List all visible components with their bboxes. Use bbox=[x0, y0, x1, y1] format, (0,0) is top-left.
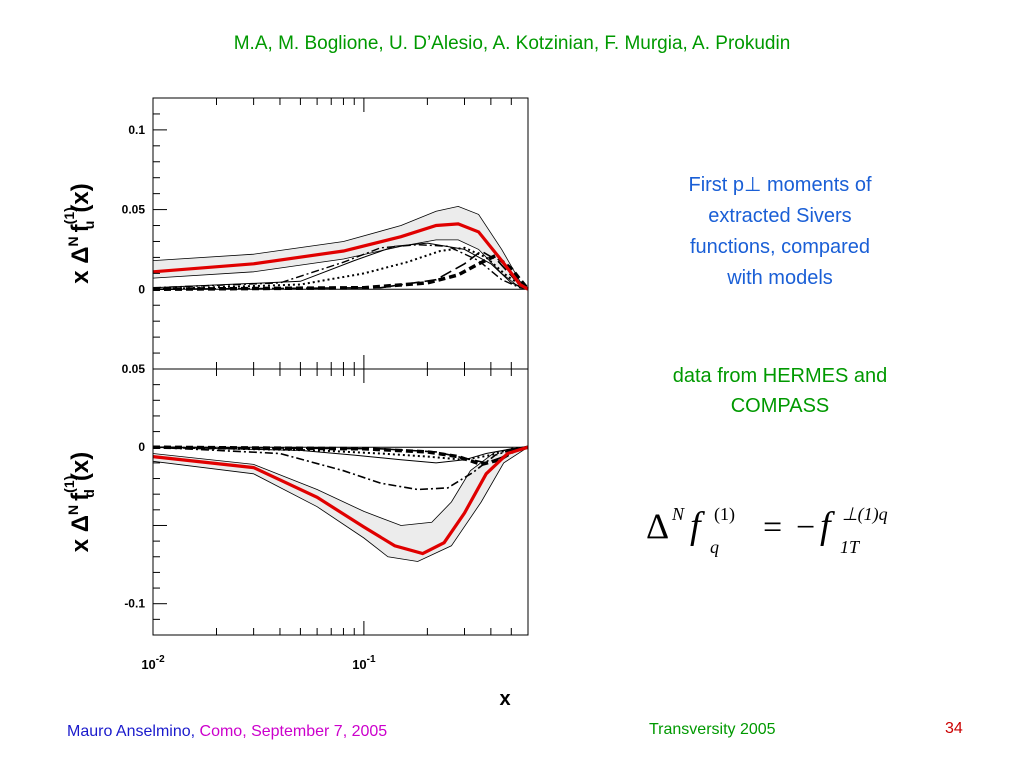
x-axis-label: x bbox=[499, 688, 510, 710]
page-number: 34 bbox=[945, 720, 963, 737]
footer-place: Como, September 7, 2005 bbox=[199, 723, 388, 740]
y-label-part: x Δ bbox=[67, 246, 94, 283]
fit-curve bbox=[152, 222, 529, 291]
caption-data-source: data from HERMES and COMPASS bbox=[635, 361, 925, 421]
y-label-part: f bbox=[67, 223, 94, 232]
model-curve-solid bbox=[152, 242, 529, 290]
panel-top: 0.1 0.05 0 x ΔNf(1) u (x) bbox=[61, 97, 530, 370]
plot-frame bbox=[152, 368, 529, 636]
caption-line: extracted Sivers bbox=[708, 205, 852, 227]
y-label-part: (x) bbox=[67, 183, 94, 212]
model-curve-dotted bbox=[152, 446, 529, 461]
uncertainty-band bbox=[153, 206, 528, 290]
y-label-part: (x) bbox=[67, 452, 94, 481]
uncertainty-band bbox=[153, 447, 528, 562]
formula-delta: Δ bbox=[646, 506, 669, 546]
caption-line: First p⊥ moments of bbox=[688, 174, 872, 196]
band-lower-edge bbox=[152, 239, 529, 290]
sivers-formula: Δ N f (1) q = − f ⊥(1)q 1T bbox=[646, 504, 888, 557]
y-label-part: u bbox=[81, 221, 97, 230]
caption-line: data from HERMES and bbox=[672, 365, 888, 387]
formula-rhs-sub: 1T bbox=[840, 537, 861, 557]
fit-curve bbox=[152, 445, 529, 556]
formula-rhs-sup: ⊥(1)q bbox=[842, 504, 888, 525]
caption-moments: First p⊥ moments of extracted Sivers fun… bbox=[640, 170, 920, 294]
y-axis-label: x ΔNf(1) d (x) bbox=[61, 452, 97, 552]
x-tick-label: 10-1 bbox=[352, 654, 376, 672]
formula-sup: (1) bbox=[714, 504, 735, 525]
y-label-part: d bbox=[81, 489, 97, 498]
y-tick-label: 0 bbox=[138, 282, 145, 296]
slide-authors: M.A, M. Boglione, U. D’Alesio, A. Kotzin… bbox=[233, 33, 791, 54]
model-curve-dashed bbox=[152, 253, 530, 292]
y-label-part: (1) bbox=[61, 207, 77, 224]
caption-line: with models bbox=[727, 267, 833, 289]
model-curve-dashdot bbox=[152, 446, 529, 491]
formula-minus: − bbox=[796, 509, 815, 546]
panel-bottom: 0.05 0 -0.1 x ΔNf(1) d (x) 10-2 10-1 x bbox=[61, 362, 529, 710]
model-curve-dashdot bbox=[152, 243, 529, 290]
y-tick-label: -0.1 bbox=[124, 597, 145, 611]
caption-line: functions, compared bbox=[689, 236, 871, 258]
formula-f-rhs: f bbox=[820, 505, 835, 547]
caption-line: COMPASS bbox=[730, 395, 830, 417]
formula-q: q bbox=[710, 537, 719, 557]
model-curve-dotted bbox=[152, 246, 529, 291]
y-label-part: (1) bbox=[61, 476, 77, 493]
y-tick-label: 0.1 bbox=[128, 123, 145, 137]
footer-presenter: Mauro Anselmino, Como, September 7, 2005 bbox=[67, 723, 387, 741]
band-upper-edge bbox=[152, 446, 529, 526]
y-label-part: N bbox=[65, 236, 81, 246]
formula-n: N bbox=[671, 504, 685, 524]
formula-equals: = bbox=[763, 509, 782, 546]
y-label-part: f bbox=[67, 492, 94, 501]
footer-conference: Transversity 2005 bbox=[649, 721, 776, 738]
footer-name: Mauro Anselmino, bbox=[67, 723, 196, 740]
y-label-part: N bbox=[65, 505, 81, 515]
y-tick-label: 0 bbox=[138, 440, 145, 454]
y-label-part: x Δ bbox=[67, 515, 94, 552]
y-tick-label: 0.05 bbox=[122, 203, 146, 217]
formula-f: f bbox=[690, 505, 705, 547]
y-tick-label: 0.05 bbox=[122, 362, 146, 376]
band-upper-edge bbox=[152, 205, 529, 289]
band-lower-edge bbox=[152, 446, 529, 562]
y-axis-label: x ΔNf(1) u (x) bbox=[61, 183, 97, 283]
x-tick-label: 10-2 bbox=[141, 654, 165, 672]
